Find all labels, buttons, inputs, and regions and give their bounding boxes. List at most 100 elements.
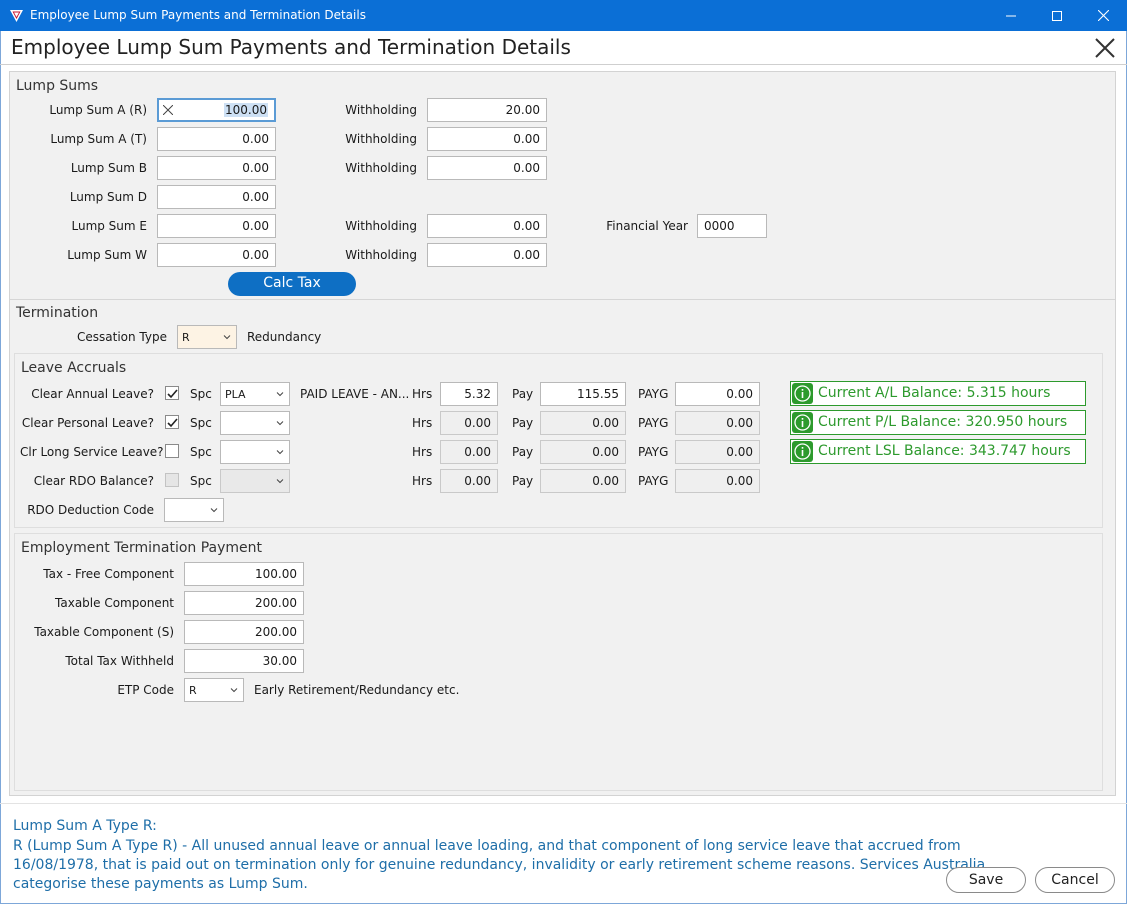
checkmark-icon <box>167 418 178 428</box>
total-tax-withheld-input[interactable]: 30.00 <box>184 649 304 673</box>
long-service-hrs-input[interactable]: 0.00 <box>440 440 498 464</box>
footer-divider <box>0 803 1127 804</box>
chevron-down-icon <box>230 688 238 693</box>
cancel-button[interactable]: Cancel <box>1035 867 1115 893</box>
rdo-deduction-code-select[interactable] <box>164 498 224 522</box>
dialog-close-icon[interactable] <box>1094 37 1116 59</box>
lump-sum-a-r-input[interactable]: 100.00 <box>157 98 276 122</box>
withholding-a-t-input[interactable]: 0.00 <box>427 127 547 151</box>
rdo-payg-input[interactable]: 0.00 <box>675 469 760 493</box>
lump-sum-e-input[interactable]: 0.00 <box>157 214 276 238</box>
withholding-e-input[interactable]: 0.00 <box>427 214 547 238</box>
lump-sum-d-input[interactable]: 0.00 <box>157 185 276 209</box>
personal-leave-balance-info: Current P/L Balance: 320.950 hours <box>790 410 1086 435</box>
window-close-button[interactable] <box>1080 0 1126 31</box>
rdo-spc-select[interactable] <box>220 469 290 493</box>
chevron-down-icon <box>276 479 284 484</box>
hrs-label: Hrs <box>412 445 433 459</box>
financial-year-input[interactable]: 0000 <box>697 214 767 238</box>
payg-label: PAYG <box>638 474 669 488</box>
etp-group <box>14 533 1103 791</box>
pay-label: Pay <box>512 416 534 430</box>
lump-sum-a-t-label: Lump Sum A (T) <box>50 132 147 146</box>
taxable-component-s-input[interactable]: 200.00 <box>184 620 304 644</box>
rdo-hrs-input[interactable]: 0.00 <box>440 469 498 493</box>
annual-leave-spc-select[interactable]: PLA <box>220 382 290 406</box>
help-line-1: R (Lump Sum A Type R) - All unused annua… <box>13 838 961 854</box>
withholding-a-t-label: Withholding <box>345 132 417 146</box>
help-line-2: 16/08/1978, that is paid out on terminat… <box>13 857 986 873</box>
chevron-down-icon <box>276 450 284 455</box>
personal-leave-pay-input[interactable]: 0.00 <box>540 411 626 435</box>
payg-label: PAYG <box>638 387 669 401</box>
rdo-deduction-code-label: RDO Deduction Code <box>27 503 154 517</box>
withholding-e-label: Withholding <box>345 219 417 233</box>
spc-label: Spc <box>190 474 212 488</box>
etp-title: Employment Termination Payment <box>21 540 263 556</box>
taxable-component-s-label: Taxable Component (S) <box>34 625 174 639</box>
lump-sum-a-t-input[interactable]: 0.00 <box>157 127 276 151</box>
lump-sum-b-input[interactable]: 0.00 <box>157 156 276 180</box>
tax-free-component-input[interactable]: 100.00 <box>184 562 304 586</box>
clear-icon[interactable] <box>163 105 173 115</box>
annual-leave-hrs-input[interactable]: 5.32 <box>440 382 498 406</box>
lump-sums-title: Lump Sums <box>16 78 99 94</box>
window-title: Employee Lump Sum Payments and Terminati… <box>30 8 366 22</box>
rdo-pay-input[interactable]: 0.00 <box>540 469 626 493</box>
long-service-pay-input[interactable]: 0.00 <box>540 440 626 464</box>
etp-code-select[interactable]: R <box>184 678 244 702</box>
calc-tax-button[interactable]: Calc Tax <box>228 272 356 296</box>
tax-free-component-label: Tax - Free Component <box>43 567 174 581</box>
clear-annual-leave-checkbox[interactable] <box>165 386 179 400</box>
save-button[interactable]: Save <box>946 867 1026 893</box>
leave-accruals-title: Leave Accruals <box>21 360 127 376</box>
etp-code-description: Early Retirement/Redundancy etc. <box>254 683 460 697</box>
clear-rdo-balance-checkbox[interactable] <box>165 473 179 487</box>
withholding-w-input[interactable]: 0.00 <box>427 243 547 267</box>
withholding-a-r-input[interactable]: 20.00 <box>427 98 547 122</box>
minimize-icon <box>1006 15 1016 16</box>
lump-sum-w-input[interactable]: 0.00 <box>157 243 276 267</box>
personal-leave-payg-input[interactable]: 0.00 <box>675 411 760 435</box>
hrs-label: Hrs <box>412 474 433 488</box>
taxable-component-label: Taxable Component <box>55 596 174 610</box>
window-titlebar[interactable]: Employee Lump Sum Payments and Terminati… <box>0 0 1127 31</box>
termination-title: Termination <box>16 305 99 321</box>
clear-long-service-leave-checkbox[interactable] <box>165 444 179 458</box>
hrs-label: Hrs <box>412 387 433 401</box>
cessation-type-select[interactable]: R <box>177 325 237 349</box>
app-logo-icon <box>10 10 23 22</box>
lump-sum-w-label: Lump Sum W <box>67 248 147 262</box>
long-service-spc-select[interactable] <box>220 440 290 464</box>
chevron-down-icon <box>276 392 284 397</box>
taxable-component-input[interactable]: 200.00 <box>184 591 304 615</box>
clear-personal-leave-label: Clear Personal Leave? <box>21 416 154 430</box>
withholding-b-input[interactable]: 0.00 <box>427 156 547 180</box>
maximize-button[interactable] <box>1034 0 1080 31</box>
lump-sum-b-label: Lump Sum B <box>70 161 147 175</box>
etp-code-value: R <box>189 684 197 697</box>
long-service-payg-input[interactable]: 0.00 <box>675 440 760 464</box>
personal-leave-spc-select[interactable] <box>220 411 290 435</box>
annual-leave-spc-value: PLA <box>225 388 246 401</box>
clear-rdo-balance-label: Clear RDO Balance? <box>33 474 154 488</box>
long-service-balance-info: Current LSL Balance: 343.747 hours <box>790 439 1086 464</box>
lump-sum-a-r-value: 100.00 <box>224 103 268 117</box>
withholding-w-label: Withholding <box>345 248 417 262</box>
pay-label: Pay <box>512 445 534 459</box>
clear-personal-leave-checkbox[interactable] <box>165 415 179 429</box>
annual-leave-payg-input[interactable]: 0.00 <box>675 382 760 406</box>
clear-long-service-leave-label: Clr Long Service Leave? <box>20 445 164 459</box>
payg-label: PAYG <box>638 416 669 430</box>
long-service-balance-text: Current LSL Balance: 343.747 hours <box>818 443 1071 459</box>
help-title: Lump Sum A Type R: <box>13 818 157 834</box>
chevron-down-icon <box>223 335 231 340</box>
annual-leave-spc-description: PAID LEAVE - AN... <box>300 387 410 401</box>
cessation-type-label: Cessation Type <box>77 330 167 344</box>
financial-year-label: Financial Year <box>606 219 688 233</box>
lump-sum-a-r-label: Lump Sum A (R) <box>49 103 147 117</box>
personal-leave-hrs-input[interactable]: 0.00 <box>440 411 498 435</box>
annual-leave-pay-input[interactable]: 115.55 <box>540 382 626 406</box>
spc-label: Spc <box>190 416 212 430</box>
minimize-button[interactable] <box>988 0 1034 31</box>
